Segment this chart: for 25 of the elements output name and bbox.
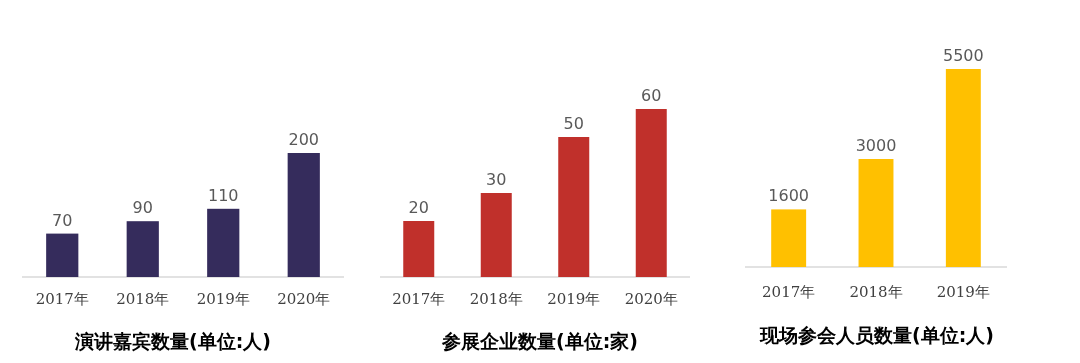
x-tick-label: 2017年 [762,283,816,301]
data-label: 110 [207,185,239,205]
text: 参展企业数量(单位:家) [441,330,638,352]
data-label: 20 [408,198,429,217]
data-label: 90 [132,198,153,218]
x-tick-label: 2017年 [35,290,89,308]
data-label: 3000 [855,136,897,155]
text: 演讲嘉宾数量(单位:人) [74,330,271,352]
data-label: 1600 [768,186,810,206]
x-tick-label: 2017年 [392,290,446,308]
x-tick-label: 2018年 [469,290,523,308]
x-tick-label: 2018年 [116,290,170,308]
x-tick-label: 2019年 [936,283,990,301]
data-label: 50 [563,114,584,133]
data-label: 5500 [942,46,984,65]
data-label: 30 [486,170,507,189]
x-tick-label: 2019年 [547,290,601,308]
data-label: 60 [641,86,662,105]
data-label: 200 [288,130,320,149]
data-label: 70 [52,210,73,230]
x-tick-label: 2020年 [624,290,678,308]
x-tick-label: 2019年 [196,290,250,308]
x-tick-label: 2018年 [849,283,903,301]
text: 现场参会人员数量(单位:人) [759,324,994,346]
x-tick-label: 2020年 [277,290,331,308]
